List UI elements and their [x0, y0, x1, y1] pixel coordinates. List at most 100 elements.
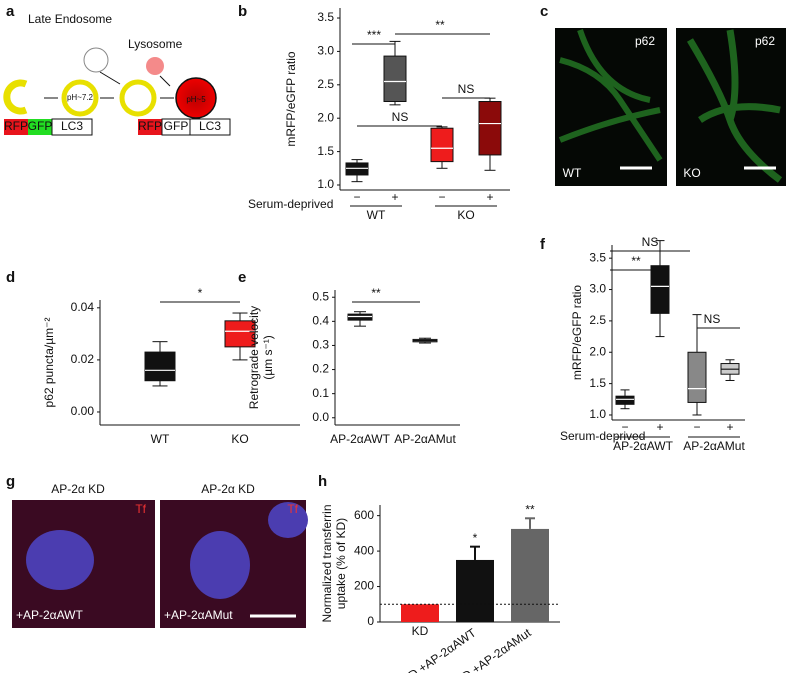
reporter-label: GFP	[164, 119, 189, 133]
box	[478, 101, 502, 156]
y-tick-label: 200	[354, 579, 374, 593]
diagram-label: Lysosome	[128, 37, 183, 51]
bar	[456, 559, 494, 622]
nucleus	[26, 530, 94, 590]
panel-letter: c	[540, 3, 548, 20]
ph-label: pH~5	[186, 95, 206, 104]
y-tick-label: 0	[367, 614, 374, 628]
rescue-label: +AP-2αAWT	[16, 608, 84, 622]
significance: *	[473, 531, 478, 545]
y-tick-label: 2.0	[317, 110, 334, 124]
y-tick-label: 0.3	[312, 338, 329, 352]
x-tick-label: −	[693, 420, 700, 434]
significance: **	[631, 254, 641, 268]
lc3-box	[51, 118, 93, 136]
y-tick-label: 600	[354, 508, 374, 522]
panel-letter: d	[6, 269, 15, 286]
box	[347, 313, 373, 321]
box	[345, 162, 369, 176]
y-tick-label: 0.2	[312, 362, 329, 376]
x-axis-label: Serum-deprived	[560, 429, 645, 443]
bar	[401, 604, 439, 622]
bar	[511, 528, 549, 622]
y-axis-label: Retrograde velocity	[247, 306, 261, 409]
panel-letter: f	[540, 236, 546, 253]
cell-signal	[558, 29, 663, 162]
stain-label: Tf	[287, 502, 298, 516]
panel-letter: g	[6, 473, 15, 490]
reporter-label: LC3	[61, 119, 83, 133]
y-axis-label: uptake (% of KD)	[334, 518, 348, 609]
condition-label: AP-2α KD	[51, 482, 105, 496]
box	[430, 127, 454, 163]
reporter-label: GFP	[28, 119, 53, 133]
y-axis-label: mRFP/eGFP ratio	[284, 51, 298, 146]
autolysosome	[175, 77, 217, 119]
y-tick-label: 0.04	[71, 300, 95, 314]
rescue-label: +AP-2αAMut	[164, 608, 233, 622]
x-tick-label: −	[438, 190, 445, 204]
arrow	[44, 71, 174, 99]
group-label: AP-2αAWT	[613, 439, 674, 453]
lysosome	[146, 57, 164, 75]
y-tick-label: 400	[354, 543, 374, 557]
x-tick-label: KD	[412, 624, 429, 638]
y-axis-label: mRFP/eGFP ratio	[570, 285, 584, 380]
genotype-label: WT	[563, 166, 582, 180]
diagram: Late Endosome Lysosome pH~7.2 pH~5 RFP G…	[3, 12, 231, 136]
nucleus	[268, 502, 308, 538]
group-label: WT	[367, 208, 386, 222]
micrographs-g: AP-2α KD AP-2α KD Tf Tf +AP-2αAWT +AP-2α…	[12, 482, 308, 628]
y-tick-label: 1.5	[317, 144, 334, 158]
y-tick-label: 3.0	[317, 44, 334, 58]
reporter-label: RFP	[4, 119, 28, 133]
y-tick-label: 3.5	[589, 250, 606, 264]
stain-label: Tf	[135, 502, 146, 516]
lc3-box	[189, 118, 231, 136]
x-tick-label: +	[391, 190, 398, 204]
y-tick-label: 3.0	[589, 282, 606, 296]
rfp-box	[4, 119, 28, 135]
y-tick-label: 2.5	[317, 77, 334, 91]
significance: **	[371, 286, 381, 300]
y-tick-label: 1.5	[589, 376, 606, 390]
diagram-label: Late Endosome	[28, 12, 112, 26]
box	[615, 395, 635, 405]
y-tick-label: 0.1	[312, 386, 329, 400]
group-label: AP-2αAMut	[683, 439, 745, 453]
y-tick-label: 0.0	[312, 410, 329, 424]
box	[383, 55, 407, 103]
box	[144, 351, 176, 382]
x-tick-label: −	[353, 190, 360, 204]
rfp-box	[138, 119, 162, 135]
significance: NS	[642, 235, 659, 249]
significance: NS	[458, 82, 475, 96]
y-tick-label: 0.02	[71, 352, 95, 366]
x-tick-label: +	[656, 420, 663, 434]
nucleus	[190, 531, 250, 599]
significance: **	[435, 18, 445, 32]
y-tick-label: 2.5	[589, 313, 606, 327]
stain-label: p62	[755, 34, 775, 48]
stain-label: p62	[635, 34, 655, 48]
x-axis-label: Serum-deprived	[248, 197, 333, 211]
x-tick-label: +	[486, 190, 493, 204]
micrographs-c: p62 p62 WT KO	[555, 28, 786, 186]
x-tick-label: WT	[151, 432, 170, 446]
endosome	[83, 47, 109, 73]
micrograph	[555, 28, 667, 186]
x-tick-label: −	[621, 420, 628, 434]
reporter-label: RFP	[138, 119, 162, 133]
y-tick-label: 3.5	[317, 10, 334, 24]
y-axis-label: Normalized transferrin	[320, 504, 334, 622]
reporter-label: LC3	[199, 119, 221, 133]
phagophore	[3, 79, 28, 115]
gfp-box	[28, 119, 52, 135]
panel-letter: h	[318, 473, 327, 490]
panel-letter: a	[6, 3, 15, 20]
significance: NS	[392, 110, 409, 124]
y-tick-label: 0.5	[312, 289, 329, 303]
group-label: KO	[457, 208, 474, 222]
x-tick-label: AP-2αAMut	[394, 432, 456, 446]
